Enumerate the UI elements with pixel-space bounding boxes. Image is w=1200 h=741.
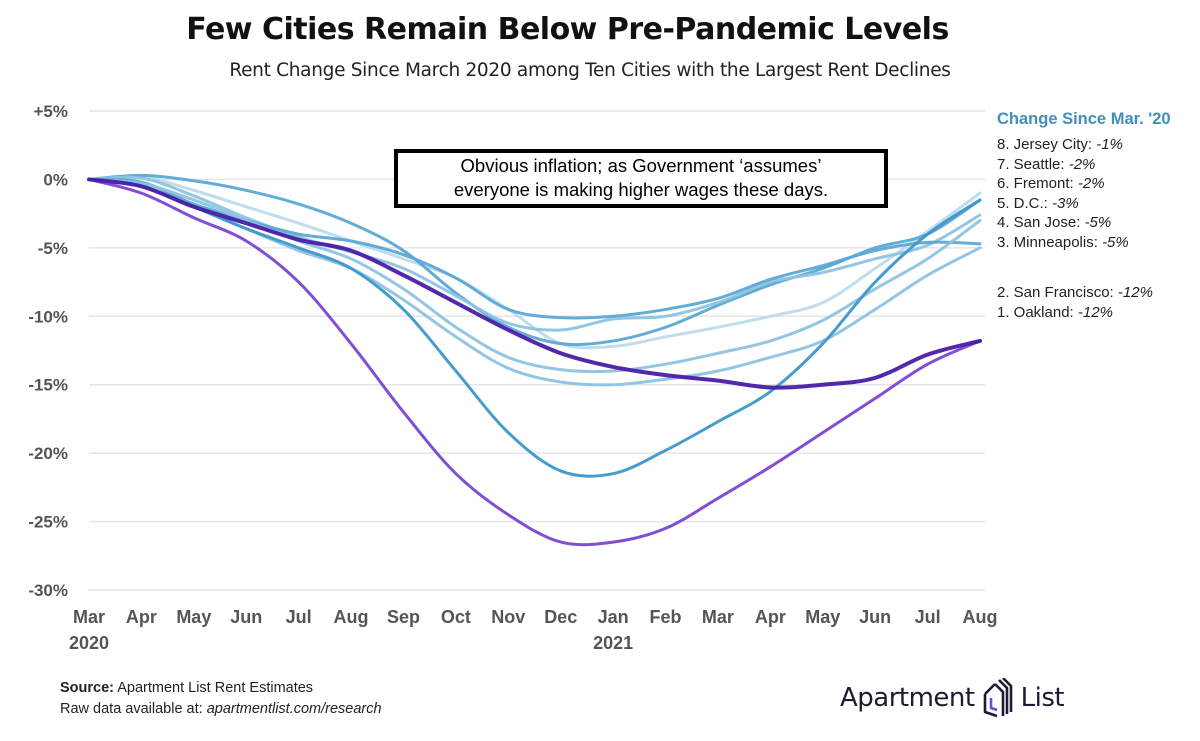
- y-tick-label: -25%: [28, 513, 68, 532]
- legend-label: 5. D.C.:: [997, 194, 1053, 212]
- legend-item-oakland: 1. Oakland: -12%: [997, 303, 1171, 323]
- brand-text-right: List: [1020, 683, 1065, 713]
- series-line-seattle: [87, 173, 982, 347]
- series-line-jersey-city: [87, 174, 982, 350]
- x-tick-label: Mar: [702, 607, 734, 627]
- y-tick-label: -20%: [28, 444, 68, 463]
- apartment-list-logo-icon: [983, 678, 1012, 718]
- x-tick-label: Apr: [126, 607, 157, 627]
- legend-value: -1%: [1096, 136, 1123, 153]
- legend-item-minneapolis: 3. Minneapolis: -5%: [997, 233, 1171, 253]
- legend-title: Change Since Mar. '20: [997, 110, 1171, 128]
- x-tick-label: Jun: [230, 607, 262, 627]
- annotation-box: Obvious inflation; as Government ‘assume…: [394, 149, 888, 208]
- legend-value: -5%: [1102, 233, 1129, 251]
- legend-label: 2. San Francisco:: [997, 284, 1118, 301]
- legend: Change Since Mar. '20 8. Jersey City: -1…: [997, 110, 1171, 322]
- x-year-label: 2020: [69, 633, 109, 653]
- legend-value: -12%: [1077, 303, 1113, 321]
- legend-label: 3. Minneapolis:: [997, 233, 1103, 251]
- brand-text-left: Apartment: [840, 683, 975, 713]
- x-tick-label: Apr: [755, 607, 786, 627]
- legend-value: -5%: [1084, 214, 1112, 231]
- legend-label: 8. Jersey City:: [997, 136, 1097, 153]
- legend-value: -2%: [1068, 155, 1096, 173]
- y-tick-label: 0%: [43, 170, 68, 189]
- series-line-d-c-: [87, 175, 982, 332]
- chart-subtitle: Rent Change Since March 2020 among Ten C…: [229, 60, 951, 81]
- annotation-line-2: everyone is making higher wages these da…: [453, 179, 829, 200]
- x-tick-label: Jun: [859, 607, 891, 627]
- legend-item-san-jose: 4. San Jose: -5%: [997, 213, 1171, 233]
- source-line: Source: Apartment List Rent Estimates: [60, 678, 382, 699]
- series-line-san-francisco: [87, 177, 982, 390]
- x-tick-label: Aug: [334, 607, 369, 627]
- series-line-extra-a: [87, 177, 982, 374]
- series-lines: [87, 173, 982, 547]
- x-tick-label: Jan: [598, 607, 629, 627]
- x-tick-label: Jul: [915, 607, 941, 627]
- raw-data-line: Raw data available at: apartmentlist.com…: [60, 699, 382, 720]
- x-tick-label: Dec: [544, 607, 577, 627]
- y-tick-label: -5%: [38, 239, 68, 258]
- y-tick-label: -15%: [28, 376, 68, 395]
- raw-data-link[interactable]: apartmentlist.com/research: [206, 701, 382, 717]
- x-tick-label: Oct: [441, 607, 471, 627]
- raw-data-label: Raw data available at:: [60, 701, 207, 717]
- x-axis-ticks: Mar Apr May Jun Jul Aug Sep Oct Nov Dec Jan Feb Mar A…: [69, 607, 998, 653]
- series-line-oakland: [87, 177, 982, 547]
- legend-label: 6. Fremont:: [997, 175, 1078, 192]
- source-label: Source:: [60, 680, 114, 696]
- x-tick-label: Feb: [650, 607, 682, 627]
- y-tick-label: -30%: [28, 581, 68, 600]
- x-tick-label: Jul: [286, 607, 312, 627]
- annotation-line-1: Obvious inflation; as Government ‘assume…: [460, 155, 822, 176]
- x-tick-label: Mar: [73, 607, 105, 627]
- legend-item-seattle: 7. Seattle: -2%: [997, 155, 1171, 175]
- legend-item-fremont: 6. Fremont: -2%: [997, 174, 1171, 194]
- x-year-label: 2021: [593, 633, 633, 653]
- source-note: Source: Apartment List Rent Estimates Ra…: [60, 678, 382, 720]
- legend-value: -2%: [1077, 175, 1105, 192]
- brand-logo: Apartment List: [840, 678, 1065, 718]
- x-tick-label: Nov: [491, 607, 525, 627]
- legend-item-jersey-city: 8. Jersey City: -1%: [997, 135, 1171, 155]
- x-tick-label: Aug: [963, 607, 998, 627]
- x-tick-label: May: [805, 607, 840, 627]
- x-tick-label: Sep: [387, 607, 420, 627]
- legend-item-dc: 5. D.C.: -3%: [997, 194, 1171, 214]
- y-axis-ticks: +5% 0% -5% -10% -15% -20% -25% -30%: [28, 102, 68, 600]
- y-tick-label: +5%: [34, 102, 69, 121]
- series-line-fremont: [87, 177, 982, 478]
- source-text: Apartment List Rent Estimates: [114, 680, 314, 696]
- legend-value: -3%: [1052, 194, 1079, 212]
- legend-label: 7. Seattle:: [997, 155, 1069, 173]
- legend-label: 1. Oakland:: [997, 303, 1078, 321]
- legend-value: -12%: [1117, 284, 1153, 301]
- chart-title: Few Cities Remain Below Pre-Pandemic Lev…: [186, 12, 949, 47]
- legend-label: 4. San Jose:: [997, 214, 1085, 231]
- legend-item-san-francisco: 2. San Francisco: -12%: [997, 283, 1171, 303]
- x-tick-label: May: [176, 607, 211, 627]
- y-tick-label: -10%: [28, 307, 68, 326]
